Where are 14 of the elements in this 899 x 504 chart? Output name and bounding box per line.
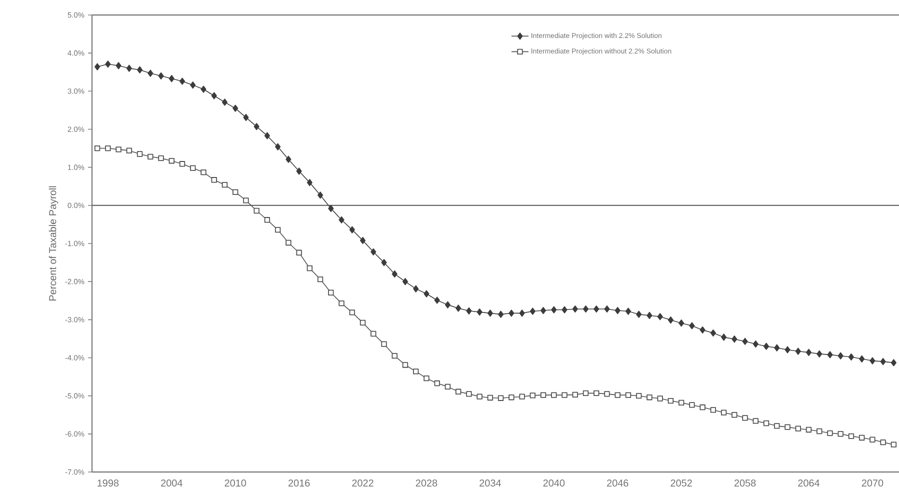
x-tick-label: 2022 [352, 480, 374, 487]
x-tick-label: 2016 [288, 480, 310, 487]
x-tick-label: 2004 [161, 480, 182, 487]
x-tick-label: 2070 [862, 480, 884, 487]
x-tick-label: 2046 [607, 480, 628, 487]
x-tick-label: 2058 [734, 480, 756, 487]
x-tick-label: 2028 [416, 480, 438, 487]
x-tick-label: 1998 [98, 480, 119, 487]
y-axis-title: Percent of Taxable Payroll [48, 186, 58, 301]
x-tick-label: 2034 [480, 480, 501, 487]
x-tick-label: 2010 [224, 480, 246, 487]
x-tick-label: 2052 [670, 480, 692, 487]
x-tick-label: 2040 [543, 480, 565, 487]
x-tick-label: 2064 [798, 480, 820, 487]
